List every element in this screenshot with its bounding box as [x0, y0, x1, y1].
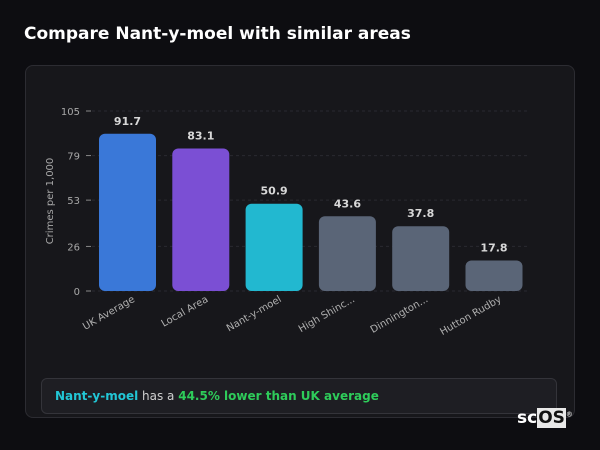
- summary-middle: has a: [138, 389, 179, 403]
- x-tick-label: Dinnington...: [369, 294, 430, 336]
- bar: [465, 260, 523, 291]
- data-label: 50.9: [261, 185, 288, 198]
- data-label: 37.8: [407, 207, 434, 220]
- x-tick-label: Hutton Rudby: [438, 294, 503, 338]
- data-label: 83.1: [187, 130, 214, 143]
- y-tick-label: 79: [67, 152, 80, 163]
- y-tick-label: 26: [67, 242, 80, 253]
- y-tick-label: 0: [74, 287, 80, 298]
- y-tick-label: 105: [61, 107, 80, 118]
- x-tick-label: Nant-y-moel: [225, 294, 284, 334]
- bar: [318, 216, 376, 291]
- bar: [99, 133, 156, 291]
- comparison-summary: Nant-y-moel has a 44.5% lower than UK av…: [41, 378, 557, 414]
- data-label: 91.7: [114, 115, 141, 128]
- comparison-value: 44.5% lower than UK average: [178, 389, 379, 403]
- y-axis-label: Crimes per 1,000: [45, 158, 56, 245]
- x-tick-label: High Shinc...: [297, 294, 357, 335]
- bar: [172, 148, 230, 291]
- area-name: Nant-y-moel: [55, 389, 139, 403]
- data-label: 17.8: [480, 241, 507, 254]
- y-tick-label: 53: [67, 196, 80, 207]
- page-title: Compare Nant-y-moel with similar areas: [24, 24, 411, 44]
- bar: [245, 203, 303, 291]
- scos-logo: scOS®: [517, 408, 573, 428]
- bar: [392, 226, 450, 291]
- x-tick-label: UK Average: [81, 294, 137, 333]
- data-label: 43.6: [334, 197, 361, 210]
- x-tick-label: Local Area: [160, 294, 211, 330]
